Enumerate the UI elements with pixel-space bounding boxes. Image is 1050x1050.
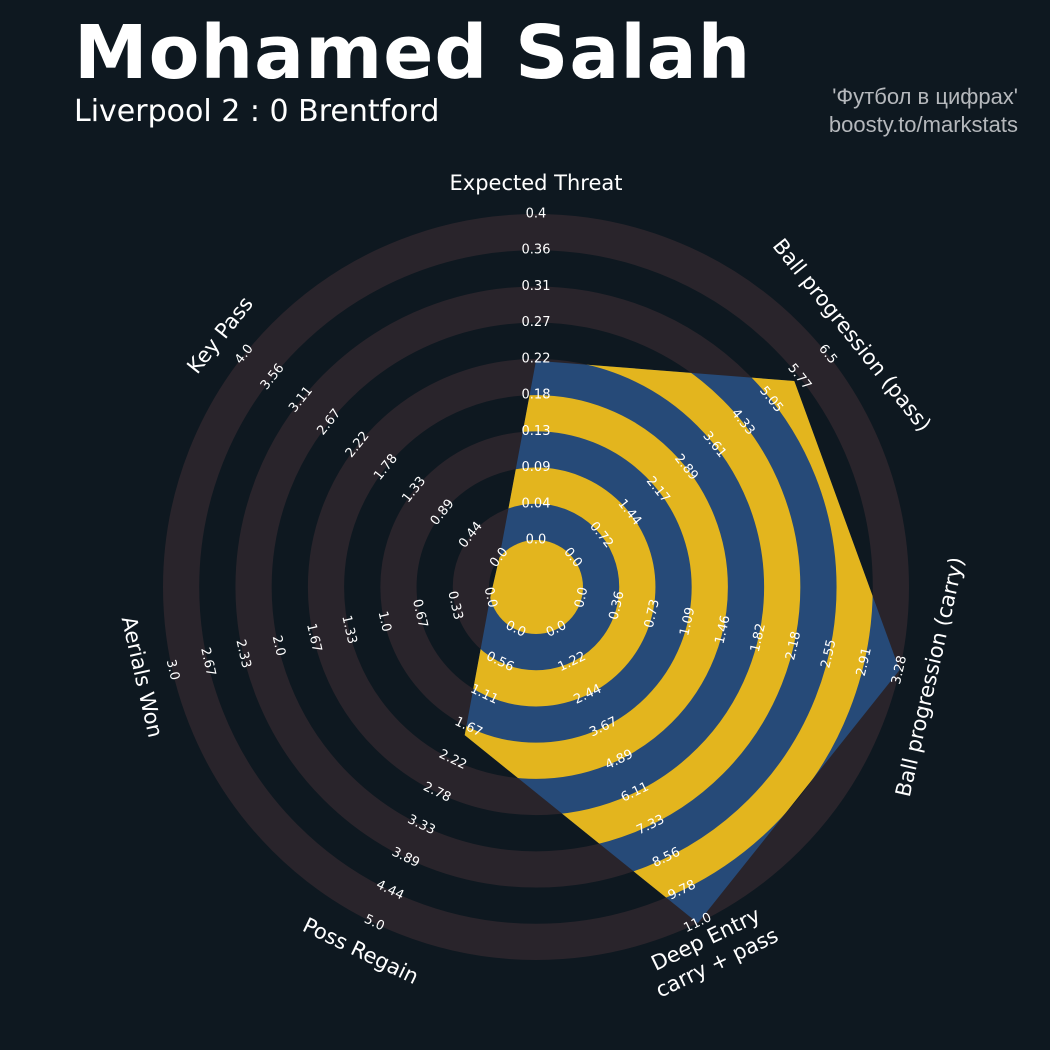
- tick-label: 1.46: [713, 614, 734, 646]
- tick-label: 1.67: [303, 622, 324, 654]
- tick-label: 0.67: [409, 598, 430, 630]
- axis-label: Expected Threat: [450, 171, 623, 195]
- tick-label: 0.33: [444, 590, 465, 622]
- tick-label: 0.09: [522, 460, 551, 475]
- tick-label: 1.82: [748, 622, 769, 654]
- credit-line-1: 'Футбол в цифрах': [832, 84, 1018, 109]
- polygon-center-disc: [489, 540, 583, 634]
- tick-label: 3.0: [163, 658, 182, 682]
- tick-label: 0.0: [481, 586, 500, 610]
- tick-label: 0.13: [522, 424, 551, 439]
- tick-label: 0.18: [522, 388, 551, 403]
- axis-label: Aerials Won: [117, 614, 168, 740]
- tick-label: 2.55: [818, 638, 839, 670]
- match-subtitle: Liverpool 2 : 0 Brentford: [74, 94, 440, 129]
- credit-line-2: boosty.to/markstats: [828, 112, 1018, 137]
- tick-label: 0.36: [522, 243, 551, 258]
- tick-label: 0.73: [642, 598, 663, 630]
- tick-label: 2.67: [197, 646, 218, 678]
- tick-label: 0.0: [526, 533, 547, 548]
- tick-label: 0.4: [526, 207, 547, 222]
- axis-label-line: Expected Threat: [450, 171, 623, 195]
- tick-label: 1.0: [375, 610, 394, 634]
- tick-label: 2.33: [232, 638, 253, 670]
- polygon-ring-band: [464, 395, 728, 779]
- tick-label: 2.0: [269, 634, 288, 658]
- tick-label: 0.36: [607, 590, 628, 622]
- tick-label: 1.09: [677, 606, 698, 638]
- tick-label: 0.04: [522, 496, 551, 511]
- polygon-ring-band: [464, 467, 656, 707]
- background-band: [163, 214, 909, 960]
- tick-label: 0.22: [522, 351, 551, 366]
- tick-label: 1.33: [338, 614, 359, 646]
- tick-label: 0.31: [522, 279, 551, 294]
- tick-label: 2.91: [854, 646, 875, 678]
- tick-label: 0.0: [572, 586, 591, 610]
- tick-label: 2.18: [783, 630, 804, 662]
- tick-label: 3.28: [889, 654, 910, 686]
- tick-label: 0.27: [522, 315, 551, 330]
- axis-label-line: Aerials Won: [117, 614, 168, 740]
- player-name-title: Mohamed Salah: [74, 10, 752, 96]
